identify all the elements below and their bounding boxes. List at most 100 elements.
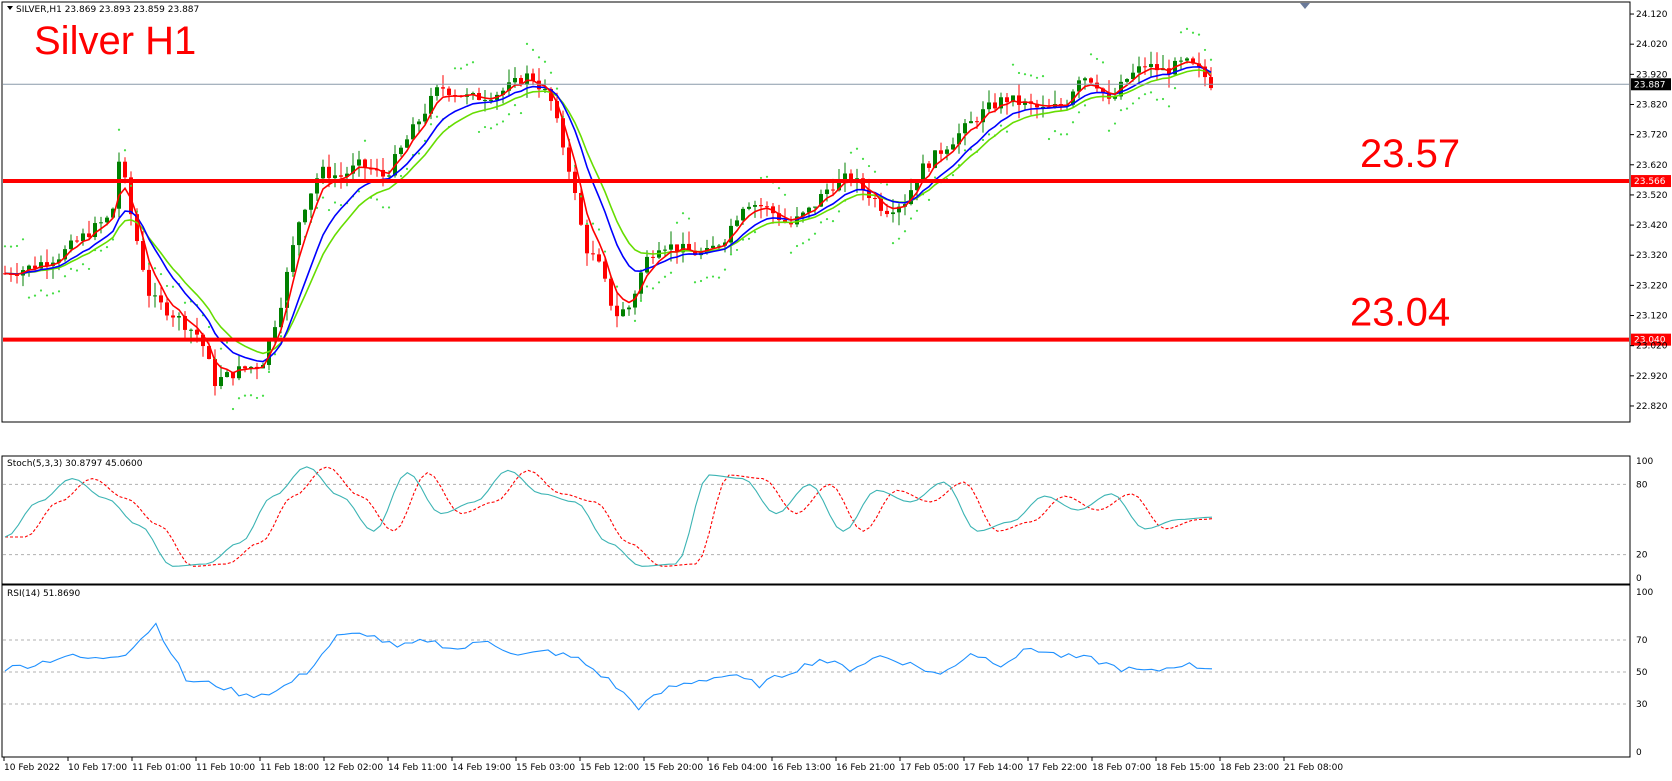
price-tick-label: 23.920 [1636,70,1668,80]
candle [423,103,427,126]
sar-dot [489,127,493,130]
candle-body [795,216,799,225]
candle [123,157,127,184]
candle [441,75,445,97]
candle [447,86,451,102]
sar-dot [111,238,115,241]
candle [939,142,943,163]
candle-body [351,165,355,174]
sar-dot [21,238,25,241]
candle-body [837,179,841,191]
sar-dot [1119,109,1123,112]
candle-body [879,198,883,211]
candle [159,286,163,310]
candle [285,267,289,321]
sar-dot [711,275,715,278]
sar-dot [1029,74,1033,77]
time-tick-label: 21 Feb 08:00 [1284,763,1343,773]
candle-body [225,372,229,378]
chart-shift-marker-icon[interactable] [1300,3,1310,9]
candle-body [33,265,37,269]
sar-dot [453,67,457,70]
candle-body [501,90,505,95]
rsi-panel[interactable] [1,584,1631,758]
current-price-tag-text: 23.887 [1634,80,1666,90]
sar-dot [399,174,403,178]
sar-dot [435,115,439,118]
sar-dot [801,242,805,245]
candle-body [69,240,73,250]
sar-dot [255,396,259,400]
sar-dot [699,279,703,283]
candle [177,312,181,331]
candle-body [177,316,181,318]
candle-body [345,173,349,177]
candle-body [513,77,517,83]
candle [33,256,37,271]
sar-dot [1041,75,1045,78]
candle-body [507,82,511,91]
candle [219,365,223,390]
candle-body [543,88,547,90]
candle-body [639,272,643,294]
sar-dot [291,274,295,277]
candle-body [243,366,247,369]
ma-slow-line [4,69,1212,355]
candle-body [237,366,241,379]
candle-body [1101,88,1105,94]
candle-body [951,144,955,150]
stoch-axis: 100 80 20 0 [1636,457,1653,584]
sar-dot [705,276,709,279]
candle [165,298,169,321]
candle-body [801,212,805,217]
sar-dot [687,217,691,220]
sar-dot [591,222,595,225]
candle-body [633,293,637,308]
candle-body [1179,60,1183,62]
main-price-panel[interactable] [1,1,1631,423]
candle-body [915,181,919,191]
sar-dot [951,174,955,177]
sar-dot [57,290,61,293]
sar-dot [543,60,547,63]
sar-dot [891,242,895,245]
candle [783,208,787,224]
candle [213,349,217,396]
candle-body [1125,79,1129,82]
candle-body [1089,78,1093,83]
chart-menu-triangle-icon[interactable] [7,6,13,10]
candle-body [489,99,493,101]
candle-body [381,169,385,177]
candle-body [537,80,541,90]
candle [171,310,175,327]
sar-dot [327,208,331,212]
ma-mid-line [4,66,1212,363]
sar-dot [321,196,325,199]
sar-dot [873,170,877,173]
candle-body [27,265,31,271]
sar-dot [765,175,769,178]
sar-dot [1107,129,1111,132]
sar-dot [897,237,901,240]
sar-dot [963,149,967,152]
candle-body [231,372,235,379]
sar-dot [1065,133,1069,136]
candle-body [909,190,913,205]
candle-body [147,269,151,296]
candle [597,248,601,263]
sar-dot [45,294,49,297]
candle [339,162,343,189]
sar-dot [27,296,31,299]
sar-dot [669,271,673,274]
time-tick-label: 10 Feb 2022 [4,763,60,773]
candle [627,305,631,316]
candle-body [867,189,871,199]
chart-title: Silver H1 [34,19,196,63]
sar-dot [555,87,559,90]
sar-dot [1131,102,1135,105]
candle-body [447,88,451,96]
candle [1149,51,1153,77]
stoch-panel[interactable] [1,455,1631,585]
time-tick-label: 17 Feb 05:00 [900,763,959,773]
